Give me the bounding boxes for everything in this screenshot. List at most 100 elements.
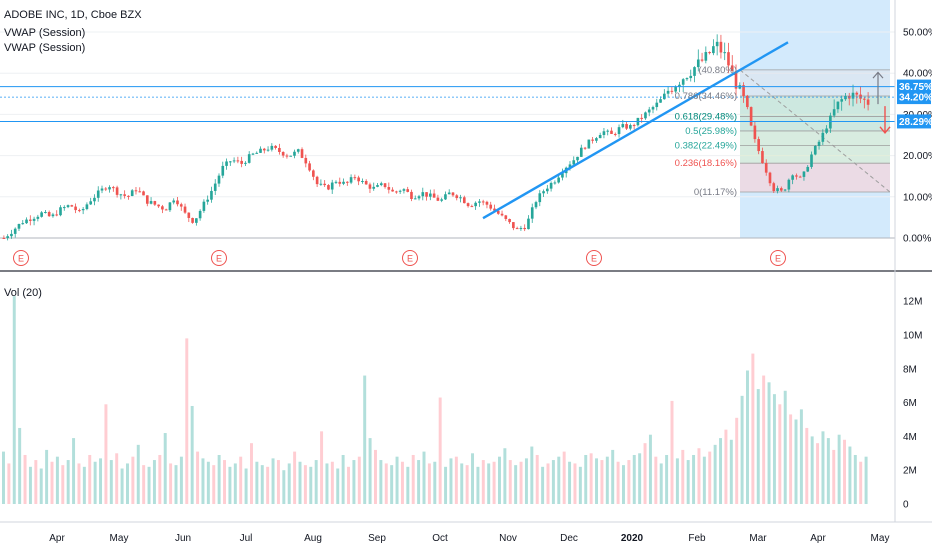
volume-bar: [562, 451, 566, 504]
volume-bar: [88, 454, 92, 504]
candle-body: [481, 201, 485, 203]
volume-bar: [28, 466, 32, 504]
candle-body: [689, 75, 693, 79]
price-axis-badge: [897, 90, 931, 105]
candle-body: [349, 177, 353, 183]
candle-body: [606, 130, 610, 132]
volume-bar: [702, 456, 706, 504]
volume-bar: [821, 431, 825, 504]
candle-body: [372, 186, 376, 189]
volume-bar: [514, 465, 518, 504]
candle-body: [700, 59, 704, 61]
price-axis-badge-label: 28.29%: [899, 117, 932, 128]
time-axis-tick-label: Aug: [304, 533, 322, 544]
candle-body: [229, 161, 232, 163]
candle-body: [466, 203, 470, 207]
volume-bar: [357, 456, 361, 504]
volume-bar: [762, 375, 766, 504]
candle-body: [734, 71, 738, 89]
volume-bar: [406, 466, 410, 504]
candle-body: [746, 95, 749, 108]
volume-bar: [810, 436, 814, 504]
earnings-marker[interactable]: [211, 250, 227, 266]
indicator-vwap-2[interactable]: VWAP (Session): [4, 42, 86, 54]
fib-level-label: 0.236(18.16%): [675, 158, 737, 169]
volume-bar: [142, 465, 146, 504]
candle-body: [576, 156, 579, 161]
volume-bar: [713, 444, 717, 504]
candle-body: [104, 188, 108, 190]
candle-body: [787, 179, 791, 190]
earnings-marker[interactable]: [586, 250, 602, 266]
candle-body: [730, 65, 734, 72]
volume-bar: [120, 468, 124, 504]
volume-bar: [179, 456, 183, 504]
price-axis-tick-label: 0.00%: [903, 234, 931, 245]
volume-bar: [643, 443, 647, 504]
candle-body: [395, 191, 398, 193]
fib-trend-line: [739, 69, 891, 193]
volume-pane-label[interactable]: Vol (20): [4, 287, 42, 299]
candle-body: [693, 67, 696, 76]
volume-axis-tick-label: 0: [903, 500, 909, 511]
volume-bar: [476, 466, 480, 504]
volume-bar: [217, 454, 221, 504]
candle-body: [304, 157, 308, 164]
candle-body: [455, 195, 459, 199]
time-axis-tick-label: Feb: [688, 533, 706, 544]
volume-bar: [508, 460, 512, 504]
price-axis-badge: [897, 114, 931, 129]
earnings-marker[interactable]: [770, 250, 786, 266]
volume-bar: [271, 458, 275, 504]
candle-body: [40, 212, 43, 217]
candle-body: [198, 210, 202, 219]
candle-body: [32, 218, 36, 221]
candle-body: [130, 190, 134, 197]
time-axis-tick-label: Jun: [175, 533, 191, 544]
candle-body: [206, 199, 209, 202]
volume-bar: [853, 454, 857, 504]
candle-body: [338, 181, 342, 184]
candle-body: [285, 155, 289, 157]
candle-body: [749, 107, 753, 126]
trend-line[interactable]: [482, 41, 789, 220]
fib-level-label: 0(11.17%): [694, 187, 737, 198]
projection-up-arrow[interactable]: [872, 71, 884, 105]
time-axis-tick-label: Sep: [368, 533, 386, 544]
candle-body: [538, 193, 542, 203]
volume-bar: [282, 470, 286, 504]
candle-body: [217, 175, 221, 184]
volume-bar: [686, 460, 690, 504]
projection-down-arrow[interactable]: [879, 106, 891, 135]
earnings-marker[interactable]: [13, 250, 29, 266]
candle-body: [523, 227, 527, 230]
candle-body: [179, 204, 183, 207]
volume-bar: [837, 434, 841, 504]
fib-level-label: (40.80%): [698, 65, 737, 76]
price-axis-tick-label: 10.00%: [903, 192, 932, 203]
fib-level-label: 0.382(22.49%): [675, 140, 737, 151]
volume-bar: [546, 463, 550, 504]
volume-bar: [293, 451, 297, 504]
volume-bar: [578, 466, 582, 504]
candle-body: [761, 151, 764, 164]
earnings-marker-label: E: [775, 254, 781, 264]
volume-bar: [45, 449, 49, 504]
candle-body: [561, 173, 564, 178]
volume-bar: [826, 438, 830, 504]
indicator-vwap-1[interactable]: VWAP (Session): [4, 27, 86, 39]
volume-bar: [314, 460, 318, 504]
volume-bar: [568, 461, 572, 504]
candle-body: [421, 192, 425, 197]
volume-bar: [670, 400, 674, 504]
volume-bar: [622, 465, 625, 504]
earnings-marker[interactable]: [402, 250, 418, 266]
volume-bar: [767, 382, 771, 504]
volume-bar: [789, 414, 793, 504]
candle-body: [21, 223, 25, 225]
volume-bar: [638, 453, 642, 504]
candle-body: [783, 189, 787, 191]
candle-body: [447, 192, 451, 195]
fib-level-label: 0.5(25.98%): [685, 126, 737, 137]
